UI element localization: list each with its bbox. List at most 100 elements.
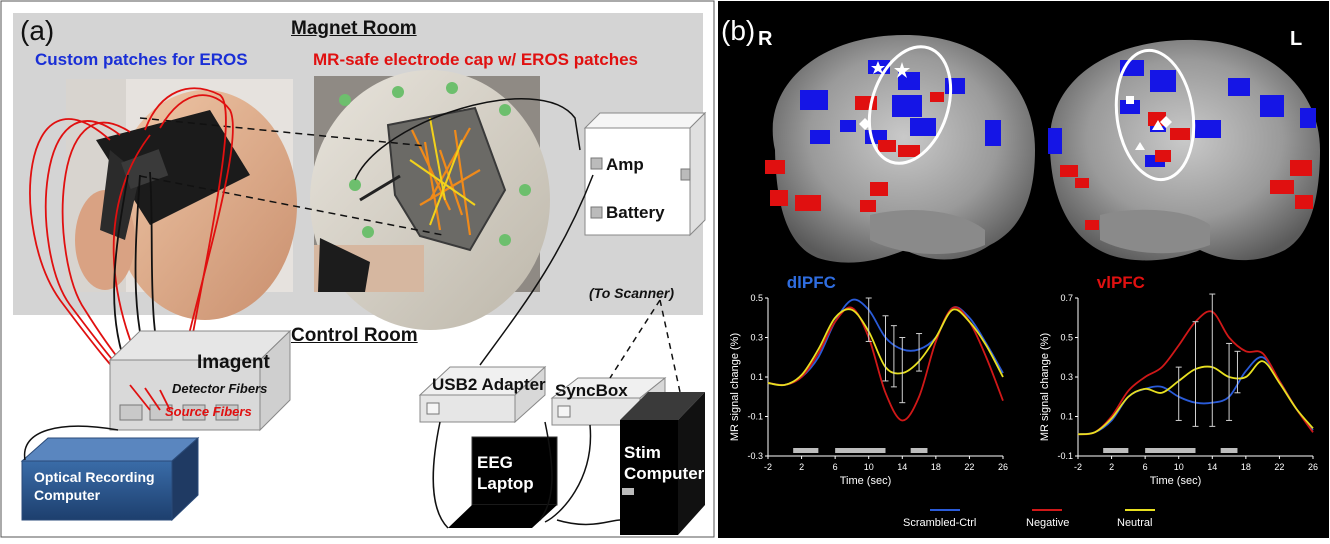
- legend-label-neutral: Neutral: [1117, 517, 1153, 529]
- legend-label-scrambled: Scrambled-Ctrl: [903, 517, 977, 529]
- x-tick-label: 26: [1308, 462, 1318, 472]
- right-red-clusters: [765, 92, 944, 212]
- stim-computer-tower: [620, 392, 705, 535]
- panel-b: dlPFC-0.3-0.10.10.30.5-2 2 6 10 14 18 22 26Time…: [718, 1, 1329, 538]
- optical-recording-computer: [20, 436, 200, 522]
- series-line-negative: [767, 306, 1004, 422]
- x-tick-label: 6: [1143, 462, 1148, 472]
- y-tick-label: 0.1: [1060, 412, 1073, 422]
- x-tick-label: 2: [1109, 462, 1114, 472]
- brain-right-hemisphere: [765, 35, 1035, 263]
- optical-computer-label-1: Optical Recording: [34, 469, 155, 485]
- amp-label: Amp: [606, 155, 644, 174]
- x-tick-label: 18: [931, 462, 941, 472]
- control-room-cables: [432, 174, 621, 529]
- panel-a-label: (a): [20, 15, 55, 46]
- y-tick-label: -0.1: [747, 412, 763, 422]
- y-axis-label: MR signal change (%): [1039, 333, 1051, 441]
- y-tick-label: 0.5: [1060, 333, 1073, 343]
- y-tick-label: -0.3: [747, 451, 763, 461]
- diamond-marker: [859, 118, 871, 130]
- eeg-laptop-label-1: EEG: [477, 453, 513, 472]
- x-tick-label: 10: [864, 462, 874, 472]
- chart-title: vlPFC: [1097, 273, 1145, 292]
- stimulus-block: [793, 448, 819, 453]
- x-tick-label: 10: [1174, 462, 1184, 472]
- chart-vlpfc: vlPFC-0.10.10.30.50.7-2 2 6 10 14 18 22 26Time …: [1039, 273, 1318, 487]
- battery-label: Battery: [606, 203, 665, 222]
- hemisphere-left-label: L: [1290, 28, 1303, 50]
- syncbox-label: SyncBox: [555, 381, 628, 400]
- cap-to-amp-cable: [354, 98, 581, 181]
- stim-computer-label-2: Computer: [624, 464, 705, 483]
- y-tick-label: 0.3: [1060, 372, 1073, 382]
- x-axis-label: Time (sec): [1150, 475, 1202, 487]
- y-tick-label: 0.5: [750, 293, 763, 303]
- x-tick-label: 22: [964, 462, 974, 472]
- y-tick-label: 0.1: [750, 372, 763, 382]
- brain-left-hemisphere: [1048, 39, 1320, 261]
- stimulus-block: [1145, 448, 1196, 453]
- imagent-box: [108, 329, 292, 432]
- detector-fibers-label: Detector Fibers: [172, 381, 268, 396]
- x-axis-label: Time (sec): [840, 475, 892, 487]
- mr-safe-cap-caption: MR-safe electrode cap w/ EROS patches: [313, 50, 638, 69]
- photo-electrode-cap: [310, 70, 550, 330]
- hemisphere-right-label: R: [758, 28, 773, 50]
- chart-title: dlPFC: [787, 273, 836, 292]
- usb2-adapter-label: USB2 Adapter: [432, 375, 546, 394]
- imagent-to-computer-cable: [23, 425, 119, 461]
- x-tick-label: -2: [1074, 462, 1082, 472]
- eeg-laptop: [448, 436, 558, 528]
- stim-computer-label-1: Stim: [624, 443, 661, 462]
- diamond-marker-left: [1160, 116, 1172, 128]
- vlpfc-roi-left: [1114, 48, 1196, 182]
- amp-battery-box: [583, 111, 707, 237]
- photo-custom-patches: [66, 79, 297, 320]
- y-axis-label: MR signal change (%): [729, 333, 741, 441]
- imagent-label: Imagent: [197, 352, 270, 373]
- control-room-title: Control Room: [291, 325, 418, 346]
- connector-lower: [139, 175, 444, 236]
- x-tick-label: 2: [799, 462, 804, 472]
- stimulus-block: [1103, 448, 1129, 453]
- triangle-marker: [1152, 120, 1164, 130]
- x-tick-label: 22: [1274, 462, 1284, 472]
- panel-a: [0, 0, 715, 538]
- stimulus-block: [1220, 448, 1238, 453]
- x-tick-label: 18: [1241, 462, 1251, 472]
- left-red-clusters: [1060, 112, 1313, 230]
- star-marker: [871, 61, 885, 74]
- custom-patches-caption: Custom patches for EROS: [35, 50, 248, 69]
- usb2-adapter-box: [418, 365, 547, 424]
- magnet-room-title: Magnet Room: [291, 18, 417, 39]
- right-blue-clusters: [800, 60, 1001, 146]
- y-tick-label: 0.7: [1060, 293, 1073, 303]
- scanner-dashed-links: [609, 299, 681, 393]
- to-scanner-label: (To Scanner): [589, 285, 675, 301]
- optical-computer-label-2: Computer: [34, 487, 101, 503]
- battery-indicator: [590, 206, 603, 219]
- x-tick-label: 14: [897, 462, 907, 472]
- x-tick-label: 6: [833, 462, 838, 472]
- x-tick-label: -2: [764, 462, 772, 472]
- chart-dlpfc: dlPFC-0.3-0.10.10.30.5-2 2 6 10 14 18 22 26Time…: [729, 273, 1008, 487]
- amp-indicator: [590, 157, 603, 170]
- optode-channels-yellow: [409, 117, 476, 226]
- panel-b-label: (b): [721, 15, 756, 46]
- star-marker-large: [894, 62, 910, 78]
- y-tick-label: 0.3: [750, 333, 763, 343]
- legend-label-negative: Negative: [1026, 517, 1070, 529]
- triangle-marker-small: [1135, 142, 1145, 150]
- eeg-laptop-label-2: Laptop: [477, 474, 534, 493]
- y-tick-label: -0.1: [1057, 451, 1073, 461]
- square-marker: [1126, 96, 1134, 104]
- stimulus-block: [835, 448, 886, 453]
- dlpfc-roi-right: [867, 45, 953, 165]
- x-tick-label: 14: [1207, 462, 1217, 472]
- stimulus-block: [910, 448, 928, 453]
- x-tick-label: 26: [998, 462, 1008, 472]
- source-fibers-label: Source Fibers: [165, 404, 252, 419]
